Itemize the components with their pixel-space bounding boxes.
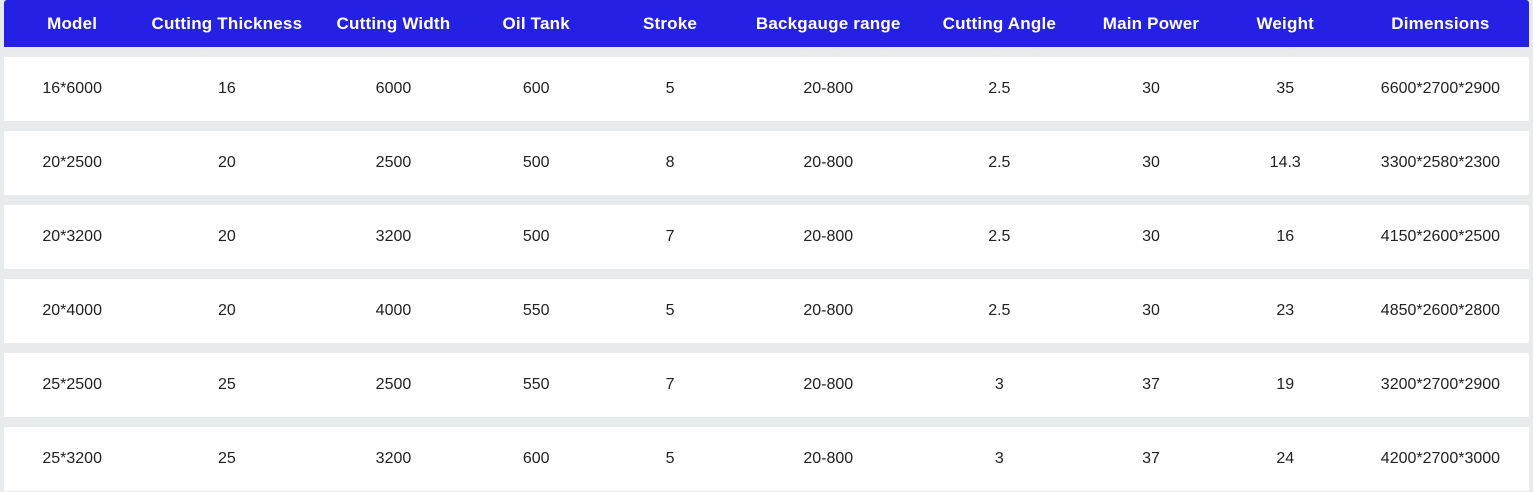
table-header-row: Model Cutting Thickness Cutting Width Oil T…	[4, 0, 1529, 47]
cell-main-power: 37	[1142, 376, 1160, 393]
cell-dimensions: 3200*2700*2900	[1380, 376, 1501, 393]
column-header-dimensions: Dimensions	[1391, 13, 1490, 33]
cell-main-power: 37	[1142, 450, 1160, 467]
cell-backgauge-range: 20-800	[803, 154, 854, 171]
cell-weight: 35	[1276, 80, 1295, 97]
cell-cutting-thickness: 20	[217, 302, 236, 319]
table-row: 20*4000 20 4000 550 5 20-800 2.5 30 23 4850*2600*…	[4, 279, 1529, 343]
cell-weight: 23	[1276, 302, 1295, 319]
cell-cutting-angle: 3	[994, 450, 1004, 467]
column-header-cutting-thickness: Cutting Thickness	[151, 13, 303, 33]
cell-main-power: 30	[1142, 302, 1160, 319]
column-header-cutting-angle: Cutting Angle	[942, 13, 1057, 33]
cell-cutting-angle: 2.5	[988, 228, 1011, 245]
cell-cutting-thickness: 25	[217, 376, 236, 393]
cell-cutting-width: 2500	[375, 376, 412, 393]
cell-model: 20*3200	[42, 228, 102, 245]
cell-cutting-width: 2500	[375, 154, 412, 171]
cell-backgauge-range: 20-800	[803, 80, 854, 97]
cell-oil-tank: 550	[522, 302, 550, 319]
column-header-cutting-width: Cutting Width	[336, 13, 451, 33]
cell-main-power: 30	[1142, 80, 1160, 97]
cell-cutting-thickness: 25	[217, 450, 236, 467]
cell-cutting-width: 6000	[375, 80, 412, 97]
cell-cutting-thickness: 20	[217, 154, 236, 171]
column-header-stroke: Stroke	[642, 13, 698, 33]
table-body: 16*6000 16 6000 600 5 20-800 2.5 30 35 6600*2700*…	[4, 57, 1529, 491]
cell-model: 20*4000	[42, 302, 102, 319]
cell-dimensions: 4150*2600*2500	[1380, 228, 1501, 245]
table-row: 20*3200 20 3200 500 7 20-800 2.5 30 16 4150*2600*…	[4, 205, 1529, 269]
column-header-main-power: Main Power	[1102, 13, 1200, 33]
cell-cutting-angle: 2.5	[988, 302, 1011, 319]
table-row: 16*6000 16 6000 600 5 20-800 2.5 30 35 6600*2700*…	[4, 57, 1529, 121]
cell-weight: 19	[1276, 376, 1295, 393]
cell-weight: 14.3	[1269, 154, 1301, 171]
table-row: 20*2500 20 2500 500 8 20-800 2.5 30 14.3 3300*258…	[4, 131, 1529, 195]
cell-weight: 16	[1276, 228, 1295, 245]
column-header-backgauge-range: Backgauge range	[755, 13, 901, 33]
cell-model: 25*2500	[42, 376, 102, 393]
cell-oil-tank: 500	[522, 154, 550, 171]
column-header-model: Model	[47, 13, 98, 33]
cell-stroke: 8	[665, 154, 675, 171]
cell-cutting-angle: 2.5	[988, 80, 1011, 97]
cell-stroke: 7	[665, 376, 675, 393]
cell-backgauge-range: 20-800	[803, 228, 854, 245]
cell-cutting-width: 4000	[375, 302, 412, 319]
cell-dimensions: 6600*2700*2900	[1380, 80, 1501, 97]
cell-cutting-width: 3200	[375, 228, 412, 245]
cell-backgauge-range: 20-800	[803, 450, 854, 467]
cell-oil-tank: 600	[522, 80, 550, 97]
table-row: 25*2500 25 2500 550 7 20-800 3 37 19 3200*2700*29…	[4, 353, 1529, 417]
cell-main-power: 30	[1142, 154, 1160, 171]
column-header-weight: Weight	[1256, 13, 1315, 33]
cell-oil-tank: 500	[522, 228, 550, 245]
cell-dimensions: 3300*2580*2300	[1380, 154, 1501, 171]
cell-cutting-angle: 2.5	[988, 154, 1011, 171]
cell-backgauge-range: 20-800	[803, 376, 854, 393]
cell-stroke: 5	[665, 302, 675, 319]
cell-backgauge-range: 20-800	[803, 302, 854, 319]
cell-stroke: 5	[665, 450, 675, 467]
cell-dimensions: 4200*2700*3000	[1380, 450, 1501, 467]
cell-stroke: 7	[665, 228, 675, 245]
cell-dimensions: 4850*2600*2800	[1380, 302, 1501, 319]
cell-stroke: 5	[665, 80, 675, 97]
cell-oil-tank: 550	[522, 376, 550, 393]
cell-cutting-angle: 3	[994, 376, 1004, 393]
cell-cutting-thickness: 20	[217, 228, 236, 245]
cell-oil-tank: 600	[522, 450, 550, 467]
cell-model: 16*6000	[42, 80, 102, 97]
cell-cutting-thickness: 16	[217, 80, 236, 97]
cell-main-power: 30	[1142, 228, 1160, 245]
cell-cutting-width: 3200	[375, 450, 412, 467]
cell-weight: 24	[1276, 450, 1295, 467]
cell-model: 25*3200	[42, 450, 102, 467]
cell-model: 20*2500	[42, 154, 102, 171]
column-header-oil-tank: Oil Tank	[502, 13, 570, 33]
table-row: 25*3200 25 3200 600 5 20-800 3 37 24 4200*2700*30…	[4, 427, 1529, 491]
